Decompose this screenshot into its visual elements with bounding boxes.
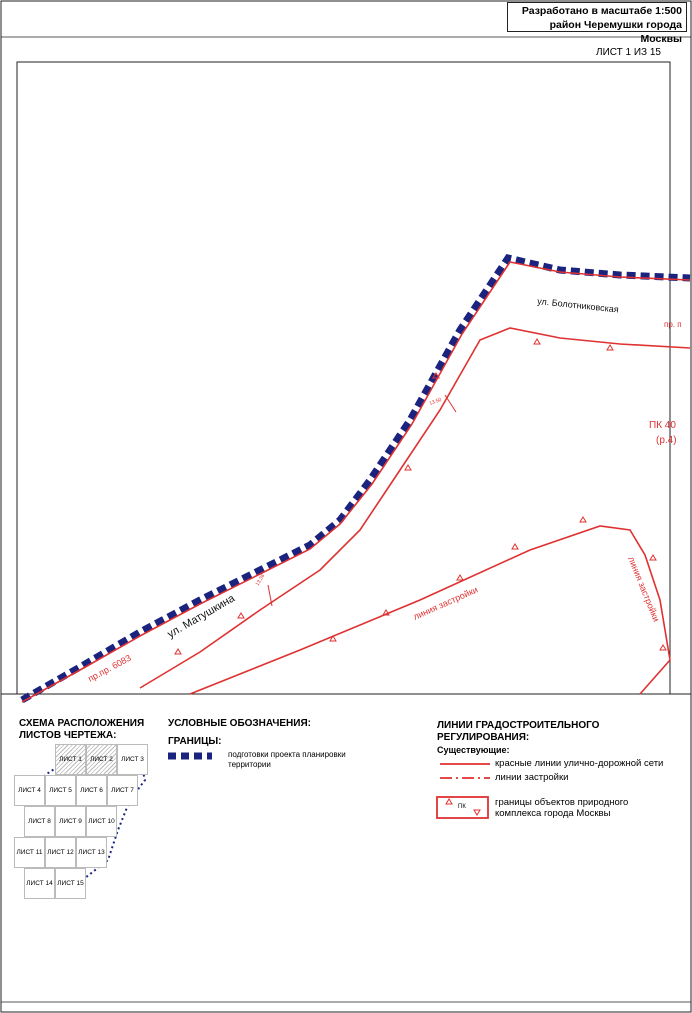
- sheet-cell-14[interactable]: ЛИСТ 14: [24, 868, 55, 899]
- picket-label-2: 13.50: [429, 397, 443, 407]
- pk40-label: ПК 40: [649, 420, 676, 431]
- pp-partial: пр. п: [664, 320, 682, 329]
- sheet-cell-12[interactable]: ЛИСТ 12: [45, 837, 76, 868]
- scheme-title: СХЕМА РАСПОЛОЖЕНИЯ ЛИСТОВ ЧЕРТЕЖА:: [19, 718, 145, 741]
- legend-nature-boundary-text: границы объектов природного комплекса го…: [495, 797, 629, 819]
- sheet-cell-6[interactable]: ЛИСТ 6: [76, 775, 107, 806]
- sheet-cell-8[interactable]: ЛИСТ 8: [24, 806, 55, 837]
- title-stamp: Разработано в масштабе 1:500 район Черем…: [507, 2, 687, 45]
- sheet-cell-15[interactable]: ЛИСТ 15: [55, 868, 86, 899]
- legend-boundary-text: подготовки проекта планировки территории: [228, 750, 346, 769]
- sheet-cell-2[interactable]: ЛИСТ 2: [86, 744, 117, 775]
- picket-tick-2: [444, 394, 457, 413]
- sheet-cell-5[interactable]: ЛИСТ 5: [45, 775, 76, 806]
- stamp-district: район Черемушки города Москвы: [549, 19, 682, 45]
- regulation-existing: Существующие:: [437, 745, 510, 755]
- picket-label-1: 13.36: [255, 573, 267, 587]
- legend-red-lines-text: красные линии улично-дорожной сети: [495, 758, 664, 769]
- sheet-cell-4[interactable]: ЛИСТ 4: [14, 775, 45, 806]
- sheet-cell-11[interactable]: ЛИСТ 11: [14, 837, 45, 868]
- legend-title: УСЛОВНЫЕ ОБОЗНАЧЕНИЯ:: [168, 718, 311, 729]
- planning-boundary: [20, 254, 691, 704]
- pk40-sub-label: (р.4): [656, 435, 677, 446]
- picket-tick-1: [267, 584, 273, 607]
- legend-boundaries-heading: ГРАНИЦЫ:: [168, 736, 222, 747]
- sheet-cell-7[interactable]: ЛИСТ 7: [107, 775, 138, 806]
- sheet-cell-13[interactable]: ЛИСТ 13: [76, 837, 107, 868]
- legend-pk-triangle-down: [473, 809, 481, 816]
- pk-markers: [174, 338, 667, 655]
- legend-pk-box: [436, 796, 489, 819]
- sheet-cell-9[interactable]: ЛИСТ 9: [55, 806, 86, 837]
- regulation-title: ЛИНИИ ГРАДОСТРОИТЕЛЬНОГО РЕГУЛИРОВАНИЯ:: [437, 720, 600, 743]
- legend-building-lines-text: линии застройки: [495, 772, 569, 783]
- sheet-cell-1[interactable]: ЛИСТ 1: [55, 744, 86, 775]
- nature-boundary-line: [189, 525, 671, 695]
- building-line-label: линия застройки: [412, 584, 479, 621]
- stamp-scale: Разработано в масштабе 1:500: [521, 5, 682, 17]
- passage-6083: пр.пр. 6083: [86, 653, 132, 684]
- street-bolotnikovskaya: ул. Болотниковская: [537, 296, 620, 315]
- legend-pk-label: ПК: [458, 804, 466, 810]
- map-frame: [16, 61, 671, 695]
- sheet-cell-3[interactable]: ЛИСТ 3: [117, 744, 148, 775]
- legend-pk-triangle-up: [445, 798, 453, 805]
- red-line-street-inner: [139, 327, 691, 689]
- red-line-street: [21, 261, 691, 703]
- sheet-number: ЛИСТ 1 ИЗ 15: [596, 47, 661, 58]
- sheet-cell-10[interactable]: ЛИСТ 10: [86, 806, 117, 837]
